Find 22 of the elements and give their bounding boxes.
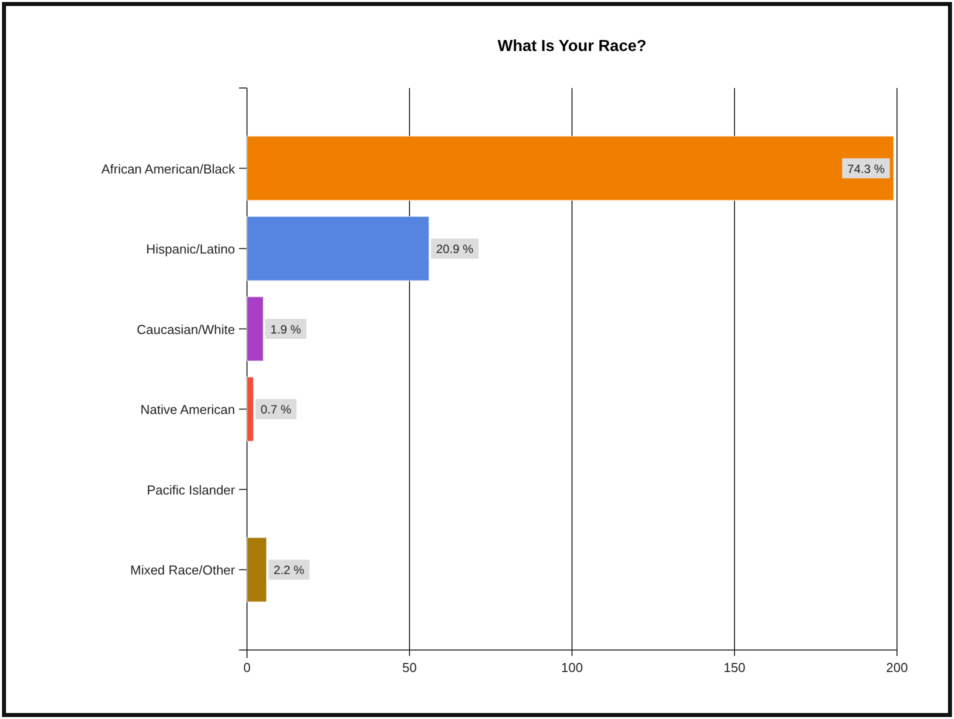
x-tick-label: 50 <box>402 660 417 675</box>
y-tick-label: Hispanic/Latino <box>146 242 235 257</box>
bar <box>246 376 254 442</box>
annotation: 1.9 % <box>270 322 302 336</box>
annotation: 20.9 % <box>436 242 474 256</box>
annotation: 74.3 % <box>847 162 885 176</box>
y-tick-label: Mixed Race/Other <box>130 562 236 578</box>
bar <box>246 537 267 602</box>
x-tick-label: 200 <box>886 660 908 675</box>
y-tick-label: Native American <box>140 402 235 418</box>
y-tick-label: Pacific Islander <box>146 482 236 498</box>
chart-title: What Is Your Race? <box>498 38 646 55</box>
bar <box>246 216 430 282</box>
x-tick-label: 0 <box>243 660 251 675</box>
y-tick-label: African American/Black <box>101 161 236 176</box>
bar <box>246 296 264 362</box>
x-tick-label: 100 <box>561 660 583 675</box>
x-tick-label: 150 <box>724 660 746 675</box>
annotation: 2.2 % <box>274 563 305 578</box>
y-tick-label: Caucasian/White <box>136 322 235 337</box>
annotation: 0.7 % <box>260 402 292 417</box>
bar <box>246 136 894 201</box>
